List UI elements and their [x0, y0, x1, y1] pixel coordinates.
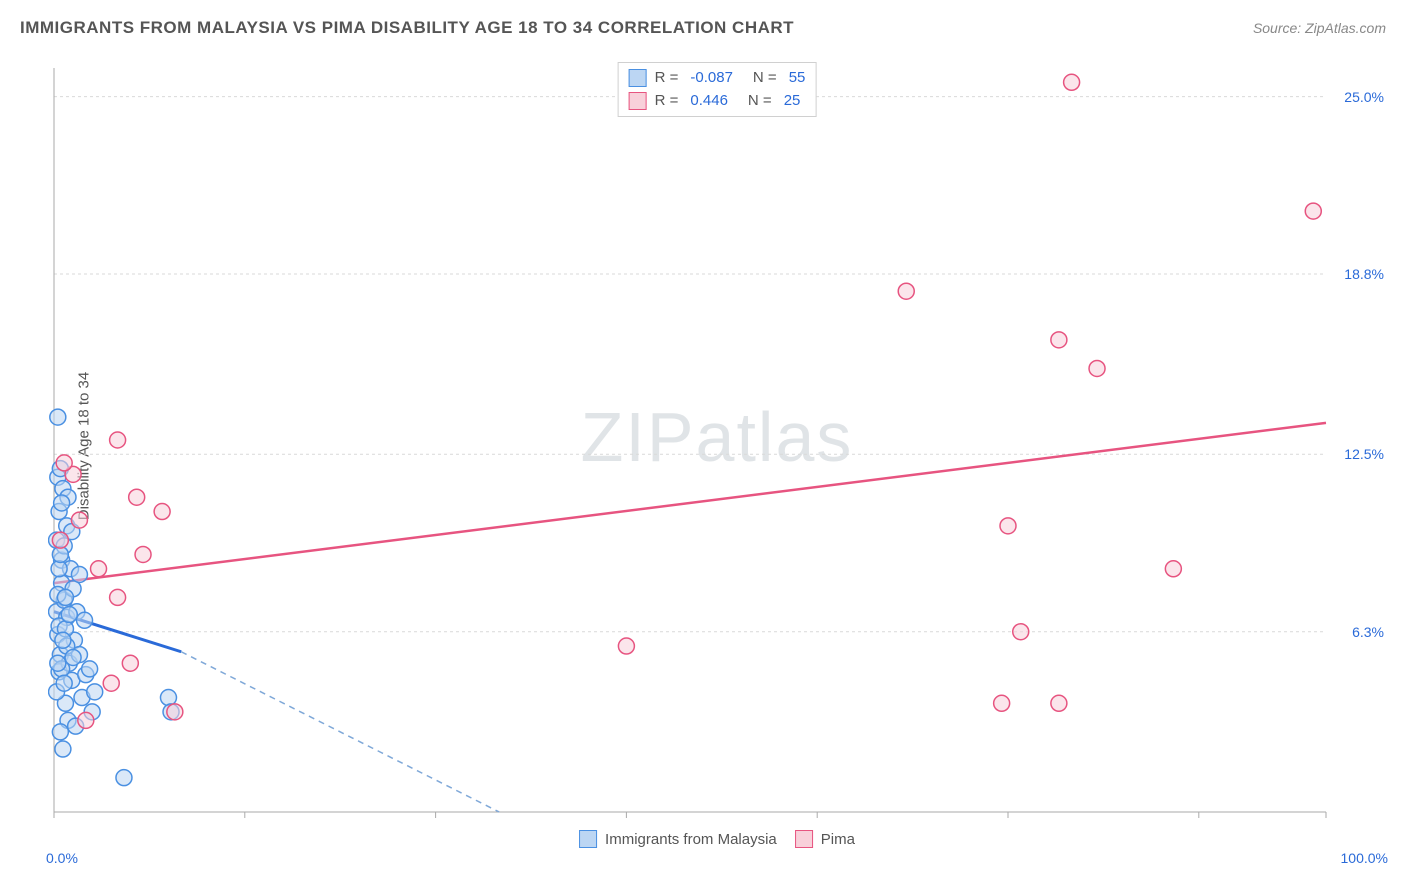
y-tick-label: 18.8% [1344, 266, 1384, 282]
x-axis-max-label: 100.0% [1341, 850, 1388, 866]
legend-series-name: Pima [821, 831, 855, 848]
legend-series-name: Immigrants from Malaysia [605, 831, 777, 848]
chart-title: IMMIGRANTS FROM MALAYSIA VS PIMA DISABIL… [20, 18, 794, 38]
source-label: Source: ZipAtlas.com [1253, 20, 1386, 36]
legend-top-row: R = 0.446 N = 25 [629, 90, 806, 113]
legend-r-value: -0.087 [690, 67, 733, 90]
legend-r-value: 0.446 [690, 90, 728, 113]
legend-swatch [629, 69, 647, 87]
legend-top-row: R = -0.087 N = 55 [629, 67, 806, 90]
legend-n-value: 55 [789, 67, 806, 90]
plot-area: ZIPatlas R =-0.087N =55R =0.446N =25 Imm… [48, 62, 1386, 844]
legend-top: R = -0.087 N = 55 R = 0.446 N = 25 [618, 62, 817, 117]
legend-swatch [795, 830, 813, 848]
legend-swatch [629, 92, 647, 110]
legend-n-label: N = [748, 90, 772, 113]
y-tick-label: 25.0% [1344, 89, 1384, 105]
y-tick-label: 12.5% [1344, 446, 1384, 462]
legend-bottom-item: Immigrants from Malaysia [579, 830, 777, 848]
y-tick-label: 6.3% [1352, 624, 1384, 640]
legend-r-label: R = [655, 90, 679, 113]
scatter-plot-svg [48, 62, 1386, 844]
legend-bottom-item: Pima [795, 830, 855, 848]
x-axis-min-label: 0.0% [46, 850, 78, 866]
legend-n-label: N = [753, 67, 777, 90]
legend-bottom: Immigrants from Malaysia Pima [579, 830, 855, 848]
chart-header: IMMIGRANTS FROM MALAYSIA VS PIMA DISABIL… [20, 18, 1386, 38]
legend-n-value: 25 [784, 90, 801, 113]
legend-swatch [579, 830, 597, 848]
legend-r-label: R = [655, 67, 679, 90]
